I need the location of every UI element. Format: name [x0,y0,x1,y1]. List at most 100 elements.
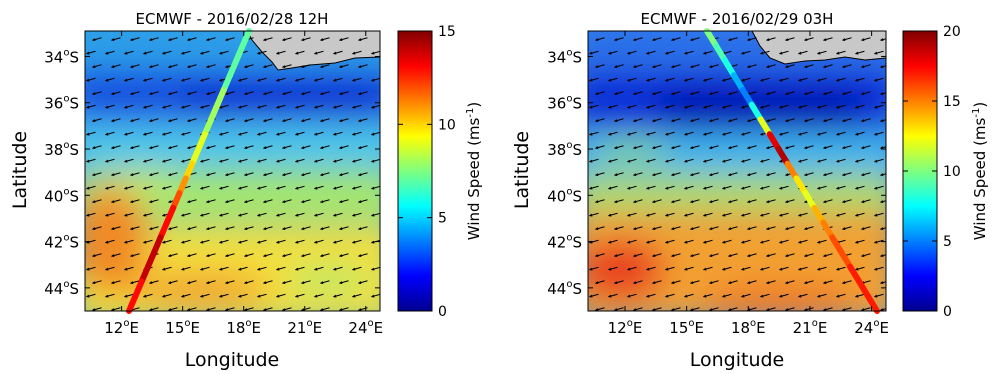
wind-arrow [313,104,324,109]
wind-arrow [702,131,713,136]
wind-arrow [797,104,808,109]
wind-arrow [683,50,694,55]
wind-arrow [237,293,248,298]
wind-arrow [645,131,656,136]
wind-arrow [332,239,343,244]
wind-arrow [854,104,865,109]
wind-arrow [708,64,719,69]
wind-arrow [186,307,197,311]
wind-arrow [873,50,884,55]
wind-arrow [262,253,273,258]
wind-arrow [167,307,178,311]
lat-tick-label: 42oS [44,233,79,252]
wind-arrow [607,185,618,190]
panel-title: ECMWF - 2016/02/28 12H [136,10,329,28]
wind-arrow [91,91,102,96]
wind-arrow [588,131,599,136]
wind-arrow [186,226,197,231]
wind-arrow [332,50,343,55]
colorbar-tick-label: 5 [438,211,447,227]
wind-arrow [797,266,808,271]
wind-arrow [85,266,96,271]
wind-arrow [205,226,216,231]
wind-arrow [237,104,248,109]
wind-arrow [797,212,808,217]
wind-arrow [873,212,884,217]
wind-arrow [148,307,159,311]
wind-arrow [860,307,871,311]
wind-arrow [626,185,637,190]
wind-arrow [351,77,362,82]
wind-arrow [338,253,349,258]
wind-arrow [841,307,852,311]
wind-arrow [683,266,694,271]
wind-arrow [670,226,681,231]
wind-arrow [784,253,795,258]
wind-arrow [607,77,618,82]
wind-arrow [740,266,751,271]
wind-arrow [294,50,305,55]
wind-arrow [778,77,789,82]
wind-arrow [632,172,643,177]
wind-arrow [294,158,305,163]
wind-arrow [645,293,656,298]
wind-arrow [588,266,599,271]
wind-arrow [879,308,886,311]
wind-arrow [683,131,694,136]
colorbar [397,30,433,312]
wind-arrow [129,172,140,177]
wind-arrow [167,64,178,69]
wind-arrow [879,173,886,177]
wind-arrow [803,172,814,177]
wind-arrow [338,307,349,311]
wind-arrow [588,293,599,298]
lat-tick-label: 44oS [547,279,582,298]
wind-arrow [632,253,643,258]
wind-arrow [765,280,776,285]
wind-arrow [689,145,700,150]
wind-arrow [85,239,96,244]
wind-arrow [664,293,675,298]
wind-arrow [721,158,732,163]
wind-arrow [708,199,719,204]
wind-arrow [822,64,833,69]
wind-arrow [854,212,865,217]
wind-arrow [161,77,172,82]
wind-arrow [104,131,115,136]
wind-arrow [243,280,254,285]
colorbar-ticks: 0 5 10 15 [398,24,456,320]
wind-arrow [123,293,134,298]
wind-arrow [664,50,675,55]
wind-arrow [613,145,624,150]
wind-arrow [594,145,605,150]
wind-arrow [841,199,852,204]
wind-arrow [727,118,738,123]
wind-arrow [224,307,235,311]
wind-arrow [784,145,795,150]
wind-arrow [835,158,846,163]
wind-arrow [607,239,618,244]
wind-arrow [607,131,618,136]
wind-arrow [205,199,216,204]
wind-arrow [759,185,770,190]
wind-arrow [721,293,732,298]
panel-left: ECMWF - 2016/02/28 12H 34oS 36oS 38oS 40oS 4… [9,10,483,371]
wind-arrow [256,266,267,271]
wind-arrow [294,77,305,82]
wind-arrow [218,239,229,244]
wind-arrow [626,50,637,55]
wind-arrow [664,77,675,82]
satellite-track [704,28,880,314]
wind-arrow [161,104,172,109]
wind-arrow [860,145,871,150]
wind-arrow [148,37,159,42]
wind-arrow [683,293,694,298]
latitude-ticks: 34oS 36oS 38oS 40oS 42oS 44oS [44,47,380,298]
wind-arrow [205,37,216,42]
wind-arrow [670,145,681,150]
wind-arrow [784,199,795,204]
wind-arrow [822,253,833,258]
wind-arrow [205,280,216,285]
wind-arrow [689,118,700,123]
wind-arrow [759,158,770,163]
